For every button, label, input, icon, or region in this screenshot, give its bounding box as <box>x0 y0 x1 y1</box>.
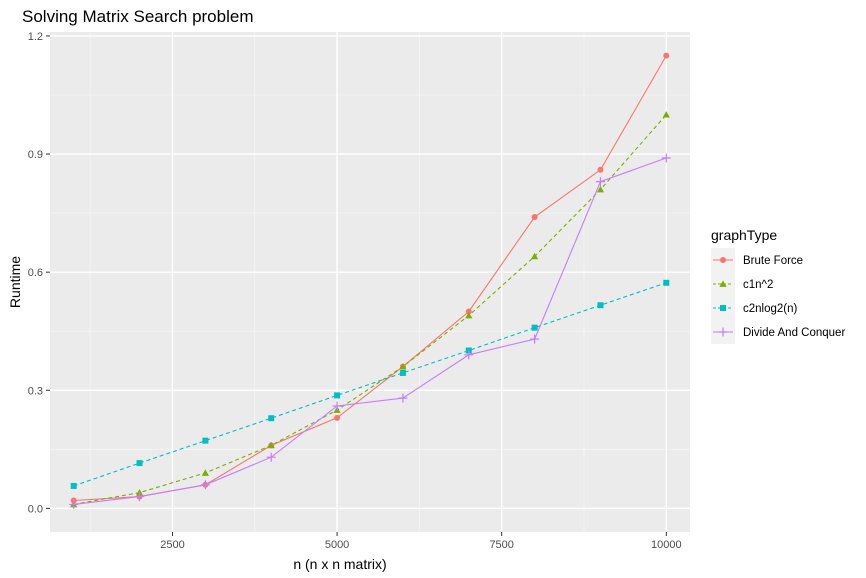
data-point-c1n-2 <box>201 469 209 476</box>
x-tick-label: 10000 <box>651 539 682 551</box>
data-point-c1n-2 <box>531 252 539 260</box>
data-point-brute-force <box>334 414 341 421</box>
plot-panel <box>50 32 690 532</box>
series-line-divide-and-conquer <box>73 157 667 505</box>
data-point-brute-force <box>465 308 472 315</box>
legend-key-marker <box>720 257 726 263</box>
legend-item-brute-force: Brute Force <box>711 248 803 272</box>
data-point-divide-and-conquer <box>135 492 145 502</box>
data-point-divide-and-conquer <box>398 393 408 403</box>
data-point-c2nlog2-n <box>399 369 406 376</box>
data-point-divide-and-conquer <box>464 350 474 360</box>
y-tick-label: 1.2 <box>28 31 43 43</box>
y-tick-label: 0.9 <box>28 149 43 161</box>
y-tick-label: 0.3 <box>28 385 43 397</box>
legend-item-c1n-2: c1n^2 <box>711 272 773 296</box>
data-point-brute-force <box>663 52 670 59</box>
data-point-divide-and-conquer <box>661 153 671 163</box>
data-point-c2nlog2-n <box>334 392 341 399</box>
data-point-brute-force <box>531 214 538 221</box>
legend-label: Brute Force <box>743 255 803 267</box>
y-tick-label: 0.0 <box>28 503 43 515</box>
legend-item-divide-and-conquer: Divide And Conquer <box>711 320 845 344</box>
x-axis: 2500 5000 7500 10000 <box>160 532 682 551</box>
data-point-divide-and-conquer <box>200 480 210 490</box>
x-tick-label: 7500 <box>489 539 513 551</box>
data-point-divide-and-conquer <box>530 334 540 344</box>
data-point-brute-force <box>597 166 604 173</box>
legend: graphType Brute Force c1n^2 c2nlog2(n) Divi… <box>711 227 845 344</box>
data-point-divide-and-conquer <box>69 499 79 509</box>
data-point-divide-and-conquer <box>266 452 276 462</box>
data-point-c1n-2 <box>267 441 275 449</box>
data-point-c2nlog2-n <box>663 279 670 286</box>
data-point-divide-and-conquer <box>332 401 342 411</box>
series-line-c1n-2 <box>73 114 667 505</box>
legend-title: graphType <box>711 227 777 243</box>
x-tick-label: 2500 <box>160 539 184 551</box>
legend-key-marker <box>718 327 728 337</box>
x-tick-label: 5000 <box>325 539 349 551</box>
series-layer <box>69 52 671 509</box>
legend-label: c1n^2 <box>743 279 773 291</box>
legend-label: c2nlog2(n) <box>743 303 798 315</box>
data-point-c1n-2 <box>596 185 605 193</box>
data-point-c2nlog2-n <box>70 482 77 489</box>
y-axis: 0.0 0.3 0.6 0.9 1.2 <box>28 31 50 515</box>
data-point-c1n-2 <box>465 311 473 319</box>
legend-key-marker <box>719 280 727 287</box>
legend-key-marker <box>720 305 726 311</box>
data-point-divide-and-conquer <box>595 177 605 187</box>
legend-item-c2nlog2-n: c2nlog2(n) <box>711 296 798 320</box>
data-point-c2nlog2-n <box>136 460 143 467</box>
data-point-c2nlog2-n <box>202 437 209 444</box>
data-point-c2nlog2-n <box>531 324 538 331</box>
x-axis-title: n (n x n matrix) <box>293 556 386 572</box>
legend-label: Divide And Conquer <box>743 327 845 339</box>
y-axis-title: Runtime <box>7 256 23 308</box>
data-point-c1n-2 <box>662 111 670 118</box>
data-point-c2nlog2-n <box>597 302 604 309</box>
y-tick-label: 0.6 <box>28 267 43 279</box>
data-point-c2nlog2-n <box>268 415 275 422</box>
series-c2nlog2-n <box>70 279 670 489</box>
chart-title: Solving Matrix Search problem <box>22 7 253 26</box>
series-divide-and-conquer <box>69 153 671 509</box>
data-point-c1n-2 <box>399 363 407 370</box>
